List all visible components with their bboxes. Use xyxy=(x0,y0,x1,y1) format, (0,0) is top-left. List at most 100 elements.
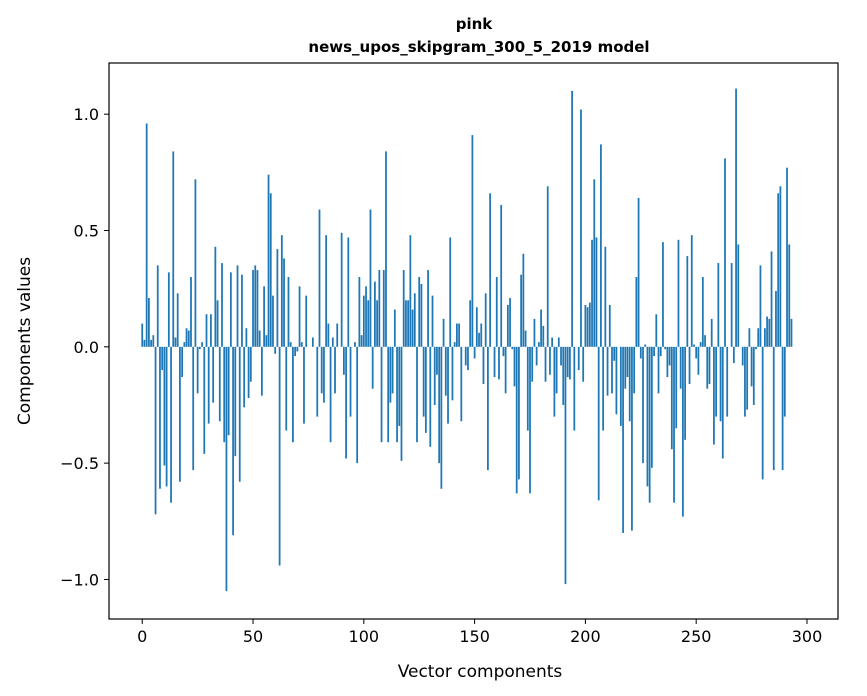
bar xyxy=(606,346,609,396)
bar xyxy=(473,346,476,359)
bar xyxy=(294,346,297,357)
bar xyxy=(693,344,695,347)
bar xyxy=(650,346,653,468)
bar xyxy=(772,346,775,471)
bar xyxy=(320,346,323,394)
bar xyxy=(156,265,159,347)
bar xyxy=(334,346,336,394)
bar xyxy=(407,300,410,347)
bar xyxy=(418,277,421,347)
bar xyxy=(451,346,454,401)
bar xyxy=(577,346,580,371)
bar xyxy=(274,346,277,354)
y-tick-label: −1.0 xyxy=(60,570,99,589)
bar xyxy=(234,346,237,457)
plot-area-frame xyxy=(108,62,839,620)
bar xyxy=(267,174,270,347)
bar xyxy=(744,346,746,417)
bar xyxy=(595,237,598,347)
bar xyxy=(633,346,636,394)
bar xyxy=(340,232,343,347)
bar xyxy=(165,346,168,487)
bar xyxy=(766,316,768,347)
bar xyxy=(775,290,777,347)
bar xyxy=(427,270,429,347)
bar xyxy=(416,346,418,443)
bar xyxy=(323,346,325,403)
bar xyxy=(750,346,753,387)
bar xyxy=(537,342,540,347)
bar xyxy=(741,346,744,366)
bar xyxy=(238,346,241,482)
bar xyxy=(292,346,294,443)
bar xyxy=(460,346,463,422)
bar xyxy=(296,346,299,352)
bar xyxy=(283,258,285,347)
bar xyxy=(529,346,531,494)
bar xyxy=(509,297,511,347)
x-axis: 0 50 100 150 200 250 300 xyxy=(137,619,822,646)
bar xyxy=(210,314,212,347)
bar xyxy=(258,330,261,347)
bar xyxy=(588,302,591,347)
bar xyxy=(513,346,516,387)
bar xyxy=(506,304,509,347)
bar xyxy=(433,346,436,405)
bar xyxy=(520,274,523,347)
bar xyxy=(684,346,686,440)
bar xyxy=(150,339,152,347)
bar xyxy=(580,109,582,347)
bar xyxy=(522,253,525,347)
x-tick-label: 250 xyxy=(681,627,712,646)
bar xyxy=(695,346,698,359)
bar xyxy=(582,346,585,382)
bar xyxy=(176,293,179,347)
bar xyxy=(345,346,347,459)
bar xyxy=(402,270,405,347)
bar xyxy=(325,235,328,347)
y-axis: −1.0 −0.5 0.0 0.5 1.0 xyxy=(60,105,109,589)
bar xyxy=(411,309,414,347)
bar xyxy=(356,346,359,464)
bar xyxy=(757,328,760,347)
bar xyxy=(704,335,706,347)
bar xyxy=(546,186,549,347)
bar xyxy=(761,346,764,480)
bar xyxy=(458,323,460,347)
bar xyxy=(631,346,633,531)
bar xyxy=(148,297,150,347)
bar xyxy=(453,342,456,347)
bar xyxy=(152,335,155,347)
bar xyxy=(269,193,272,347)
bar xyxy=(759,265,762,347)
bar xyxy=(464,346,467,366)
bar xyxy=(535,346,538,366)
bar xyxy=(278,346,281,566)
bar xyxy=(713,346,715,445)
bar xyxy=(170,346,172,503)
bar xyxy=(724,158,726,347)
bar xyxy=(482,346,485,385)
bar xyxy=(679,346,682,389)
bar xyxy=(553,346,556,417)
bar xyxy=(221,263,223,347)
bar xyxy=(732,346,735,364)
bar xyxy=(420,284,423,347)
y-tick-label: 1.0 xyxy=(74,105,99,124)
chart-title: pink xyxy=(456,15,494,33)
bar xyxy=(362,295,365,347)
bar xyxy=(752,346,755,405)
bar xyxy=(544,346,547,382)
bar xyxy=(726,346,729,417)
bar xyxy=(298,286,301,347)
bar xyxy=(748,328,751,347)
bar xyxy=(261,346,263,396)
bar xyxy=(542,325,545,347)
bar xyxy=(431,295,434,347)
bar xyxy=(526,346,529,431)
bar xyxy=(648,346,651,503)
bar xyxy=(675,346,678,429)
bar xyxy=(502,346,505,357)
bar xyxy=(755,346,757,350)
bar xyxy=(449,237,452,347)
